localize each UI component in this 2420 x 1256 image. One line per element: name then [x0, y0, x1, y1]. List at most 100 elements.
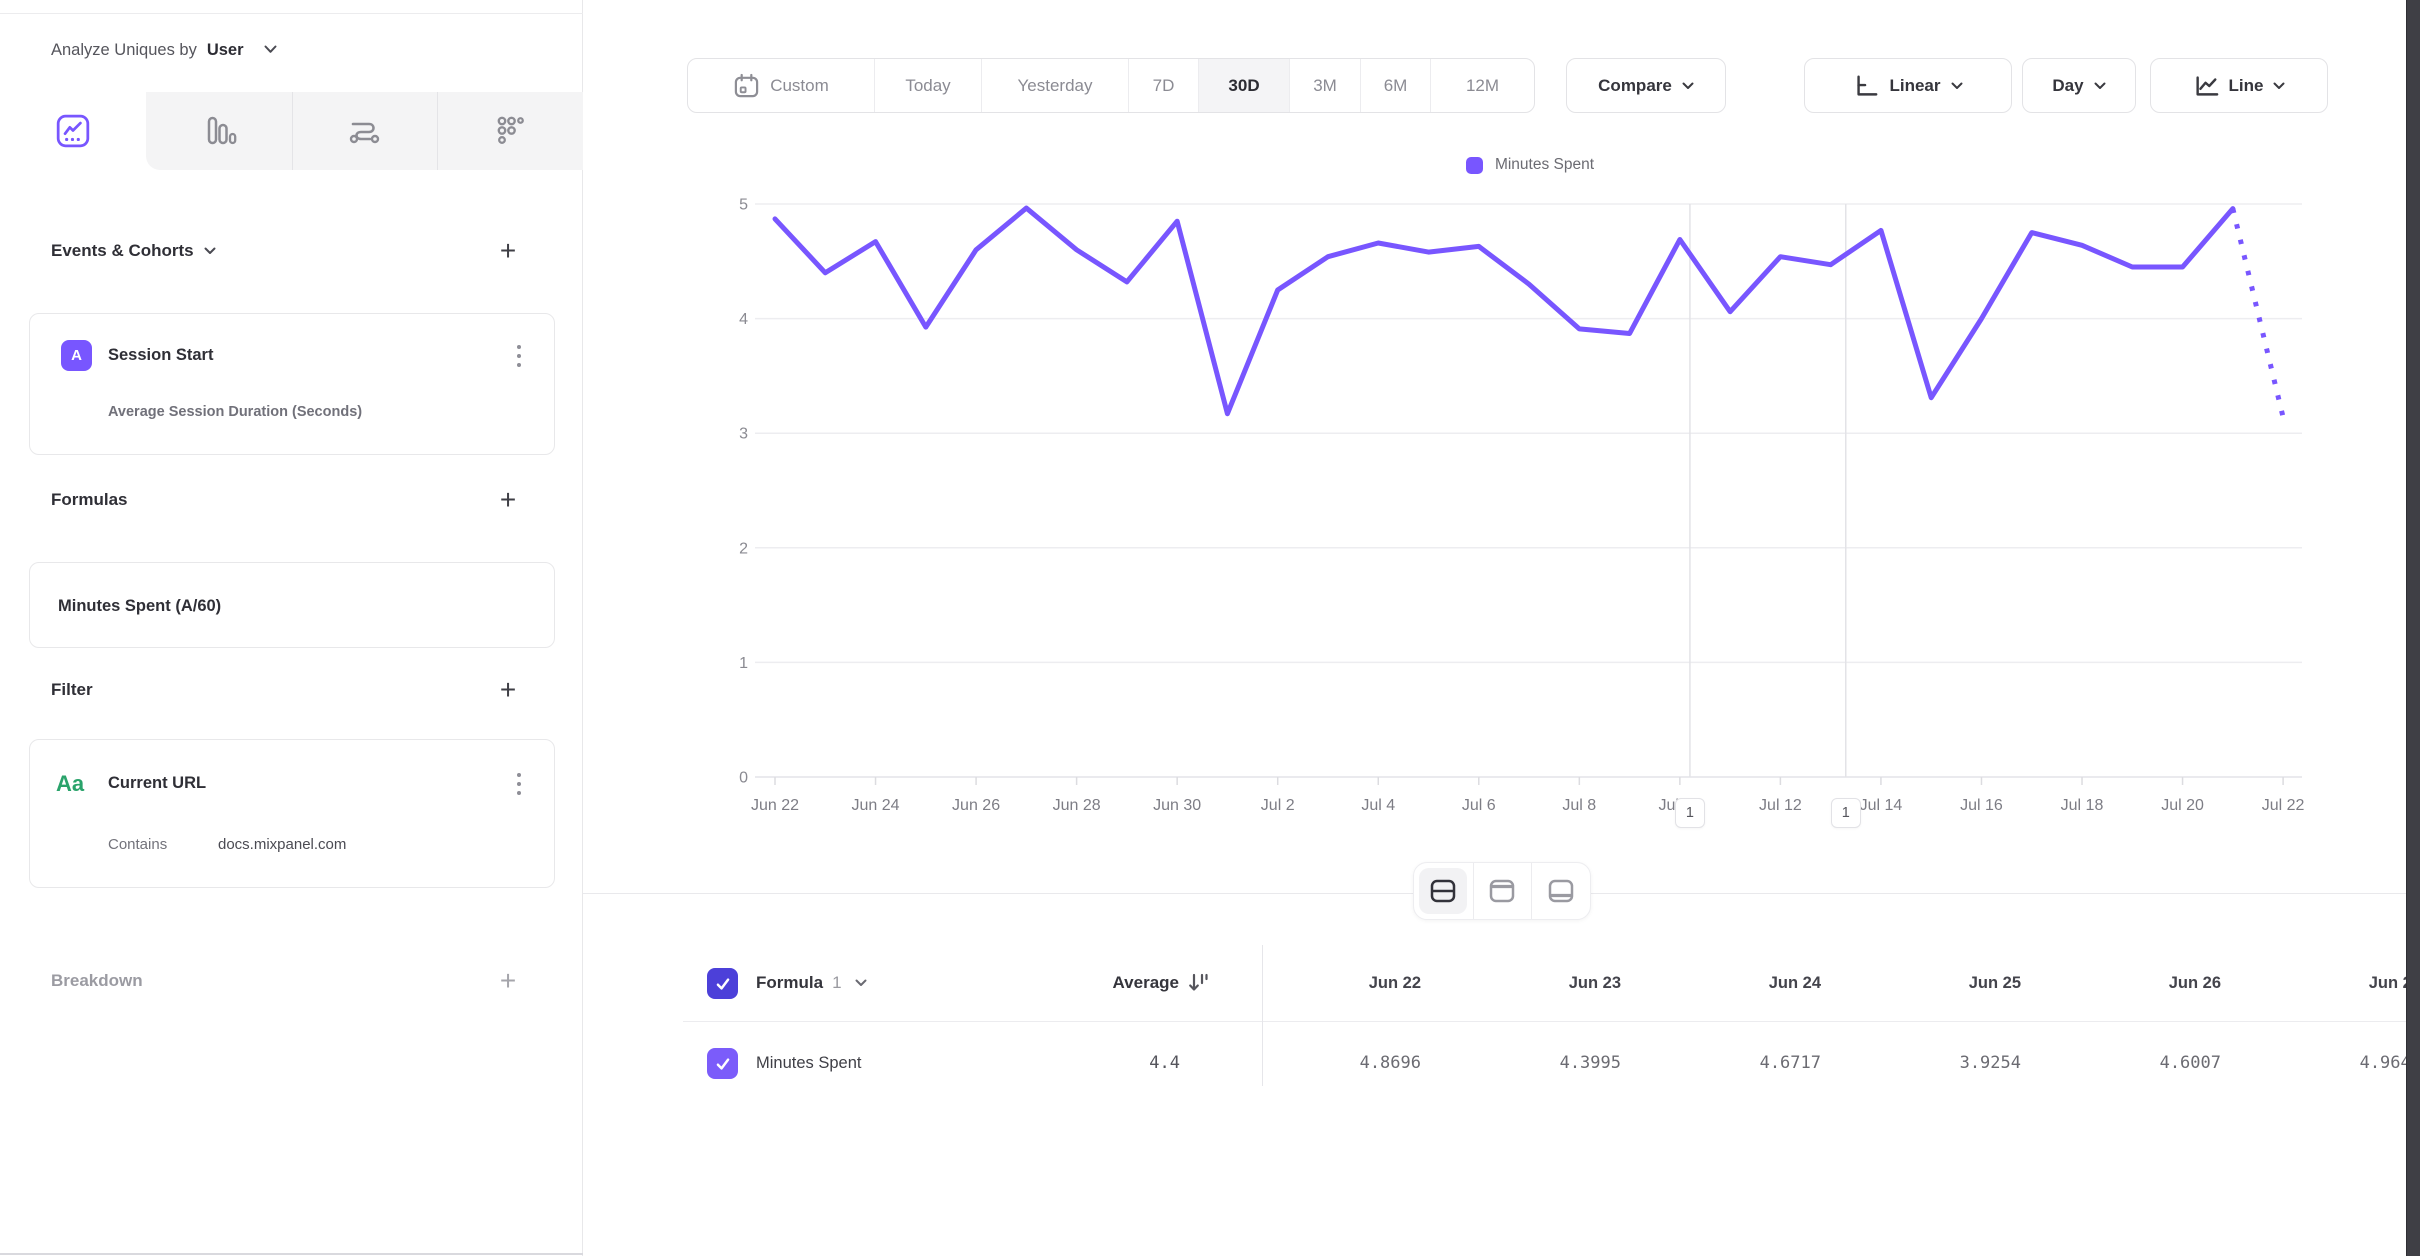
event-card[interactable]: A Session Start Average Session Duration… [29, 313, 555, 455]
filter-card[interactable]: Aa Current URL Contains docs.mixpanel.co… [29, 739, 555, 888]
chevron-down-icon [204, 242, 216, 260]
chevron-down-icon [264, 41, 277, 59]
table-column-header[interactable]: Jun 23 [1568, 974, 1621, 992]
event-name[interactable]: Session Start [108, 346, 214, 364]
string-property-icon: Aa [56, 770, 85, 796]
range-7d[interactable]: 7D [1128, 59, 1198, 112]
event-letter-badge: A [61, 340, 92, 371]
add-event-button[interactable]: + [499, 235, 517, 266]
formula-name[interactable]: Minutes Spent (A/60) [58, 597, 222, 615]
svg-text:Jul 2: Jul 2 [1261, 797, 1295, 814]
filter-operator[interactable]: Contains [108, 836, 168, 853]
breakdown-heading: Breakdown [51, 971, 143, 990]
add-formula-button[interactable]: + [499, 484, 517, 515]
filter-menu-button[interactable] [506, 766, 532, 802]
range-30d[interactable]: 30D [1198, 59, 1289, 112]
granularity-button[interactable]: Day [2022, 58, 2136, 113]
range-label: 6M [1383, 75, 1408, 95]
range-label: Yesterday [1017, 75, 1093, 95]
series-average-value: 4.4 [1149, 1053, 1180, 1073]
date-range-control: Custom Today Yesterday 7D 30D 3M 6M 12M [687, 58, 1535, 113]
analyze-value-dropdown[interactable]: User [206, 40, 244, 59]
table-cell-value: 4.8696 [1359, 1053, 1421, 1073]
svg-text:4: 4 [739, 311, 748, 328]
layout-table-only-button[interactable] [1531, 863, 1590, 919]
formula-group-index: 1 [832, 973, 842, 992]
formula-group-header[interactable]: Formula 1 [756, 960, 867, 1006]
range-6m[interactable]: 6M [1360, 59, 1430, 112]
range-custom[interactable]: Custom [688, 59, 874, 112]
range-label: 12M [1465, 75, 1500, 95]
svg-text:Jun 24: Jun 24 [852, 797, 900, 814]
flow-tab-icon [349, 122, 380, 144]
add-breakdown-button[interactable]: + [499, 965, 517, 996]
calendar-icon [735, 73, 759, 97]
svg-text:Jul 8: Jul 8 [1562, 797, 1596, 814]
tab-insights-line[interactable] [0, 92, 146, 170]
table-cell-value: 4.9640 [2359, 1053, 2420, 1073]
svg-text:Jun 28: Jun 28 [1053, 797, 1101, 814]
vertical-scrollbar[interactable] [2406, 0, 2420, 1256]
table-column-header[interactable]: Jun 26 [2168, 974, 2221, 992]
formula-card[interactable]: Minutes Spent (A/60) [29, 562, 555, 648]
range-today[interactable]: Today [874, 59, 981, 112]
table-cell-value: 4.6007 [2159, 1053, 2221, 1073]
svg-text:Jul 14: Jul 14 [1860, 797, 1903, 814]
range-label: Custom [770, 75, 829, 95]
series-row-checkbox[interactable] [707, 1048, 738, 1079]
tab-bar-chart[interactable] [145, 92, 292, 170]
series-row-label[interactable]: Minutes Spent [756, 1053, 862, 1072]
tab-flow[interactable] [291, 92, 438, 170]
event-metric[interactable]: Average Session Duration (Seconds) [108, 404, 363, 420]
formulas-heading: Formulas [51, 490, 128, 509]
divider [1262, 945, 1263, 1086]
svg-text:Jun 30: Jun 30 [1153, 797, 1201, 814]
table-column-header[interactable]: Jun 25 [1968, 974, 2021, 992]
filter-property[interactable]: Current URL [108, 774, 207, 792]
table-column-header[interactable]: Jun 27 [2368, 974, 2420, 992]
events-cohorts-heading[interactable]: Events & Cohorts [51, 241, 194, 260]
compare-button[interactable]: Compare [1566, 58, 1726, 113]
filter-value[interactable]: docs.mixpanel.com [218, 836, 347, 853]
add-filter-button[interactable]: + [499, 674, 517, 705]
range-label: 7D [1152, 75, 1175, 95]
chevron-down-icon [1951, 82, 1963, 89]
table-column-header[interactable]: Jun 24 [1768, 974, 1821, 992]
range-yesterday[interactable]: Yesterday [981, 59, 1128, 112]
annotation-badge[interactable]: 1 [1674, 798, 1705, 828]
select-all-checkbox[interactable] [707, 968, 738, 999]
svg-text:Jul 12: Jul 12 [1759, 797, 1802, 814]
chart-type-button[interactable]: Line [2150, 58, 2328, 113]
table-column-header[interactable]: Jun 22 [1368, 974, 1421, 992]
table-cell-value: 3.9254 [1959, 1053, 2021, 1073]
average-column-header[interactable]: Average [980, 960, 1208, 1006]
svg-text:3: 3 [739, 426, 748, 443]
tab-retention[interactable] [437, 92, 583, 170]
range-12m[interactable]: 12M [1430, 59, 1534, 112]
linear-axis-icon [1857, 75, 1878, 96]
svg-text:5: 5 [739, 197, 748, 214]
event-menu-button[interactable] [506, 338, 532, 374]
svg-text:2: 2 [739, 540, 748, 557]
breakdown-header: Breakdown [51, 963, 532, 999]
layout-chart-only-button[interactable] [1472, 863, 1532, 919]
split-view-icon [1431, 879, 1456, 903]
divider [0, 13, 583, 14]
range-3m[interactable]: 3M [1289, 59, 1360, 112]
svg-text:Jun 26: Jun 26 [952, 797, 1000, 814]
svg-text:Jul 4: Jul 4 [1361, 797, 1395, 814]
series-legend-label: Minutes Spent [1494, 156, 1595, 173]
formula-group-label: Formula [756, 973, 824, 992]
table-cell-value: 4.3995 [1559, 1053, 1621, 1073]
table-cell-value: 4.6717 [1759, 1053, 1821, 1073]
layout-split-button[interactable] [1414, 863, 1473, 919]
line-chart-tab-icon [56, 114, 90, 148]
scale-button[interactable]: Linear [1804, 58, 2012, 113]
visualization-tabs [0, 92, 583, 170]
annotation-badge[interactable]: 1 [1830, 798, 1861, 828]
series-color-swatch [1465, 156, 1483, 174]
events-cohorts-header: Events & Cohorts [51, 233, 532, 269]
line-chart-icon [2195, 75, 2218, 96]
formulas-header: Formulas [51, 482, 532, 518]
